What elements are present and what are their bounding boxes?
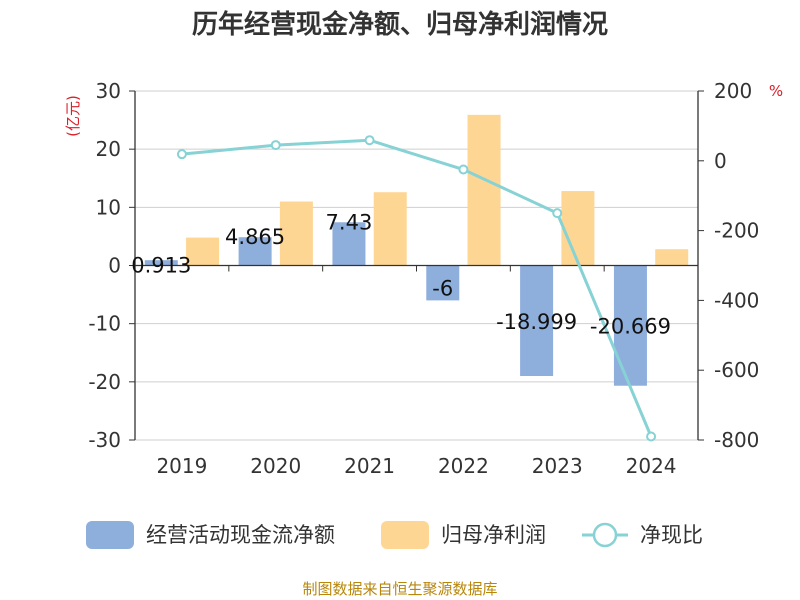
cash-flow-bar — [144, 260, 178, 266]
net-profit-bar — [373, 192, 407, 266]
ratio-line — [181, 138, 653, 438]
right-tick-label: 200 — [714, 79, 752, 103]
cash-flow-data-label: 0.913 — [131, 254, 191, 278]
net-profit-bar — [655, 249, 689, 266]
right-tick-label: -200 — [714, 219, 759, 243]
legend-swatch-cash-flow — [86, 521, 134, 549]
bars — [144, 114, 689, 386]
cash-flow-bar — [238, 237, 272, 266]
source-note: 制图数据来自恒生聚源数据库 — [302, 580, 497, 598]
axes — [129, 90, 704, 441]
category-label: 2022 — [438, 454, 489, 478]
left-tick-label: -20 — [88, 370, 121, 394]
net-profit-bar — [561, 191, 595, 266]
ratio-point — [176, 149, 187, 160]
category-label: 2020 — [250, 454, 301, 478]
right-tick-label: -400 — [714, 288, 759, 312]
cash-flow-data-label: -6 — [432, 277, 453, 301]
left-tick-label: 0 — [108, 254, 121, 278]
cash-flow-bar — [332, 222, 366, 266]
cash-flow-bar — [520, 265, 554, 377]
chart-title: 历年经营现金净额、归母净利润情况 — [192, 9, 608, 40]
left-tick-label: 30 — [96, 79, 121, 103]
left-tick-label: -10 — [88, 312, 121, 336]
left-axis-unit: (亿元) — [64, 95, 82, 137]
category-label: 2021 — [344, 454, 395, 478]
cash-flow-data-label: 7.43 — [326, 210, 373, 234]
legend: 经营活动现金流净额 归母净利润 净现比 — [86, 521, 703, 549]
legend-swatch-net-profit — [381, 521, 429, 549]
tick-labels: 30 20 10 0 -10 -20 -30 200 0 -200 -400 -600 -800 2019… — [88, 79, 759, 478]
left-tick-label: 20 — [96, 137, 121, 161]
right-tick-label: 0 — [714, 149, 727, 173]
cash-flow-data-label: 4.865 — [225, 225, 285, 249]
net-profit-bar — [279, 201, 313, 266]
right-tick-label: -800 — [714, 428, 759, 452]
right-tick-label: -600 — [714, 358, 759, 382]
category-label: 2024 — [626, 454, 677, 478]
ratio-point — [646, 431, 657, 442]
cash-flow-data-label: -20.669 — [590, 315, 671, 339]
data-labels: 0.913 4.865 7.43 -6 -18.999 -20.669 — [131, 210, 671, 338]
ratio-point — [364, 135, 375, 146]
ratio-point — [270, 140, 281, 151]
net-profit-bar — [467, 114, 501, 266]
legend-label-net-profit: 归母净利润 — [441, 523, 546, 547]
legend-label-cash-flow: 经营活动现金流净额 — [146, 523, 335, 547]
cash-flow-data-label: -18.999 — [496, 310, 577, 334]
right-axis-unit: % — [769, 82, 783, 100]
legend-swatch-ratio-marker — [592, 522, 618, 548]
ratio-line-layer — [176, 135, 657, 442]
left-tick-label: -30 — [88, 428, 121, 452]
cash-flow-bar — [613, 265, 647, 386]
cash-flow-bar — [426, 265, 460, 301]
ratio-point — [552, 208, 563, 219]
category-label: 2019 — [156, 454, 207, 478]
net-profit-bar — [186, 237, 220, 266]
left-tick-label: 10 — [96, 195, 121, 219]
category-label: 2023 — [532, 454, 583, 478]
ratio-point — [458, 164, 469, 175]
legend-label-ratio: 净现比 — [640, 523, 703, 547]
